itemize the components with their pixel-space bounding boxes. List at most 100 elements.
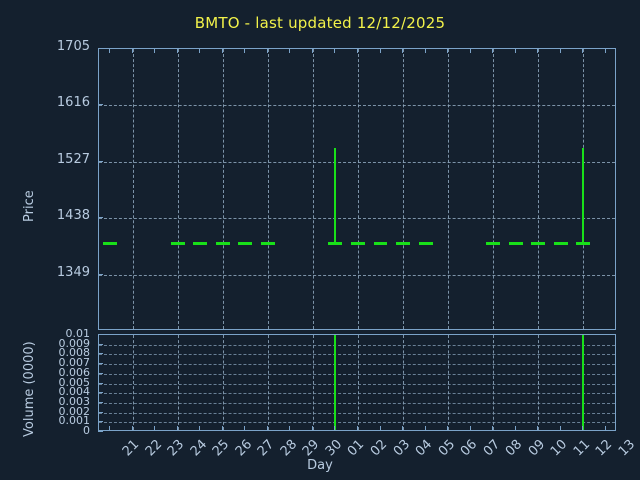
price-ytick-label: 1349 [56,264,90,280]
volume-ytick [98,392,103,394]
volume-hgrid [99,344,615,346]
price-bar [531,242,546,246]
volume-ytick [98,343,103,345]
volume-ytick-label: 0 [83,424,90,437]
price-xtick [469,48,471,53]
volume-hgrid [99,393,615,395]
volume-vgrid [403,335,405,430]
day-axis-caption: Day [307,458,333,473]
day-tick-label: 04 [412,437,436,460]
volume-hgrid [99,422,615,424]
volume-vgrid [177,335,179,430]
day-tick-label: 28 [277,437,301,460]
volume-vgrid [493,335,495,430]
price-bar [576,242,591,246]
volume-xtick [424,426,426,431]
day-tick-label: 06 [457,437,481,460]
price-xtick [199,48,201,53]
price-hgrid [99,218,615,220]
price-hgrid [99,161,615,163]
volume-xtick [492,426,494,431]
volume-vgrid [358,335,359,430]
price-vgrid [403,49,405,329]
price-xtick [289,48,291,53]
volume-hgrid [99,383,615,385]
price-vgrid [312,49,314,329]
price-ytick [98,104,103,106]
volume-xtick [537,426,539,431]
day-tick-label: 25 [210,437,233,460]
volume-hgrid [99,402,615,404]
volume-hgrid [99,412,615,414]
price-vgrid [267,49,269,329]
day-tick-label: 13 [615,437,638,460]
price-plot-inner [99,49,615,329]
price-xtick [402,48,404,53]
day-tick-label: 09 [525,437,548,460]
price-vgrid [538,49,540,329]
price-ytick [98,48,103,49]
volume-hgrid [99,354,615,356]
price-high-wick [582,148,585,244]
volume-xtick [289,426,291,431]
volume-bar [582,335,585,430]
price-xtick [334,48,336,53]
volume-ytick-label: 0.009 [58,336,91,350]
volume-vgrid [312,335,314,430]
price-bar [193,242,208,246]
price-xtick [424,48,426,53]
price-xtick [221,48,223,53]
volume-xtick [334,426,336,431]
volume-hgrid [99,373,615,375]
volume-vgrid [222,335,224,430]
volume-ytick-label: 0.007 [58,356,91,370]
volume-xtick [221,426,223,431]
day-tick-label: 30 [322,437,346,460]
price-ytick-label: 1705 [56,39,90,54]
price-vgrid [358,49,359,329]
day-tick-label: 08 [502,437,526,460]
volume-xtick [469,426,471,431]
day-tick-label: 22 [142,437,165,460]
volume-vgrid [538,335,540,430]
day-tick-label: 10 [548,437,571,460]
day-tick-label: 29 [300,437,323,460]
price-xtick [244,48,246,53]
volume-xtick [266,426,268,431]
price-bar [328,242,343,246]
volume-xtick [176,426,178,431]
volume-ytick [98,363,103,365]
volume-xtick [447,426,449,431]
price-bar [418,242,433,246]
price-xtick [604,48,606,53]
volume-axis-caption: Volume (0000) [22,341,37,437]
price-high-wick [334,148,337,244]
price-xtick [492,48,494,53]
volume-xtick [379,426,381,431]
volume-ytick [98,382,103,384]
volume-ytick [98,421,103,423]
volume-ytick [98,401,103,403]
day-tick-label: 21 [120,437,143,460]
price-xtick [131,48,133,53]
price-xtick [176,48,178,53]
day-tick-label: 24 [187,437,210,460]
price-xtick [379,48,381,53]
price-bar [260,242,275,246]
volume-ytick [98,334,103,335]
price-bar [351,242,365,246]
volume-ytick-label: 0.006 [58,365,91,379]
price-ytick [98,160,103,162]
price-ytick [98,217,103,219]
price-bar [373,242,388,246]
page-title: BMTO - last updated 12/12/2025 [194,14,446,32]
price-xtick [514,48,516,53]
volume-ytick [98,353,103,355]
price-bar [215,242,230,246]
day-tick-label: 02 [367,437,391,460]
volume-xtick [154,426,156,431]
price-xtick [582,48,584,53]
price-ytick-label: 1527 [56,151,90,167]
volume-ytick [98,411,103,413]
